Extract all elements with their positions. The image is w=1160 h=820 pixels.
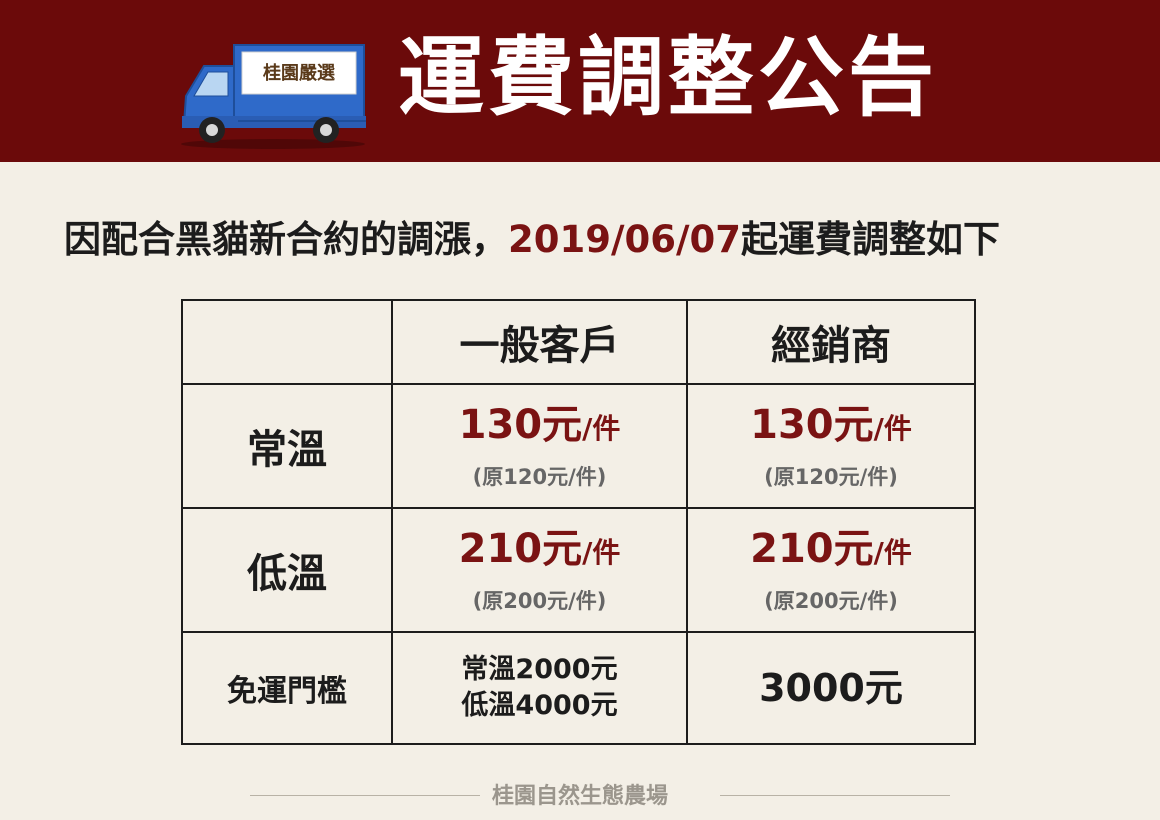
cell-general-chilled: 210元/件 (原200元/件) xyxy=(391,507,688,633)
row-label-room-temp: 常溫 xyxy=(181,383,393,509)
header-banner: 桂園嚴選 運費調整公告 xyxy=(0,0,1160,162)
cell-dealer-chilled: 210元/件 (原200元/件) xyxy=(686,507,976,633)
price: 210元/件 xyxy=(688,525,974,581)
footer-divider-right xyxy=(720,795,950,796)
row-label-chilled: 低溫 xyxy=(181,507,393,633)
notice-date: 2019/06/07 xyxy=(508,218,741,261)
row-label-free-shipping: 免運門檻 xyxy=(181,631,393,745)
table-row-free-shipping: 免運門檻 常溫2000元 低溫4000元 3000元 xyxy=(181,631,976,745)
price: 130元/件 xyxy=(688,401,974,457)
original-price: (原200元/件) xyxy=(764,589,898,613)
notice-tail: 起運費調整如下 xyxy=(740,218,1000,261)
footer-divider-left xyxy=(250,795,480,796)
price-amount: 130元 xyxy=(458,402,583,448)
table-row-chilled: 低溫 210元/件 (原200元/件) 210元/件 (原200元/件) xyxy=(181,507,976,633)
price: 130元/件 xyxy=(393,401,686,457)
original-price: (原120元/件) xyxy=(764,465,898,489)
footer-brand: 桂園自然生態農場 xyxy=(491,784,668,809)
threshold-chilled: 低溫4000元 xyxy=(461,690,618,721)
truck-icon: 桂園嚴選 xyxy=(181,44,366,149)
price-unit: /件 xyxy=(873,536,912,569)
price-amount: 210元 xyxy=(750,526,874,572)
threshold-room-temp: 常溫2000元 xyxy=(461,654,618,685)
original-price: (原120元/件) xyxy=(472,465,607,489)
column-header-general: 一般客戶 xyxy=(391,299,688,385)
cell-dealer-room-temp: 130元/件 (原120元/件) xyxy=(686,383,976,509)
truck-logo-text: 桂園嚴選 xyxy=(262,62,335,84)
price-unit: /件 xyxy=(582,536,621,569)
cell-general-free-shipping: 常溫2000元 低溫4000元 xyxy=(391,631,688,745)
column-header-dealer: 經銷商 xyxy=(686,299,976,385)
table-header-row: 一般客戶 經銷商 xyxy=(181,299,976,385)
page-title: 運費調整公告 xyxy=(398,28,938,128)
price-amount: 210元 xyxy=(458,526,583,572)
table-row-room-temp: 常溫 130元/件 (原120元/件) 130元/件 (原120元/件) xyxy=(181,383,976,509)
corner-cell xyxy=(181,299,393,385)
notice-subtitle: 因配合黑貓新合約的調漲，2019/06/07起運費調整如下 xyxy=(64,212,1000,268)
original-price: (原200元/件) xyxy=(472,589,607,613)
cell-dealer-free-shipping: 3000元 xyxy=(686,631,976,745)
shipping-fee-table: 一般客戶 經銷商 常溫 130元/件 (原120元/件) 130元/件 (原12… xyxy=(181,299,976,745)
price-unit: /件 xyxy=(582,412,621,445)
notice-lead: 因配合黑貓新合約的調漲， xyxy=(64,218,508,261)
price-amount: 130元 xyxy=(750,402,874,448)
cell-general-room-temp: 130元/件 (原120元/件) xyxy=(391,383,688,509)
price-unit: /件 xyxy=(873,412,912,445)
price: 210元/件 xyxy=(393,525,686,581)
